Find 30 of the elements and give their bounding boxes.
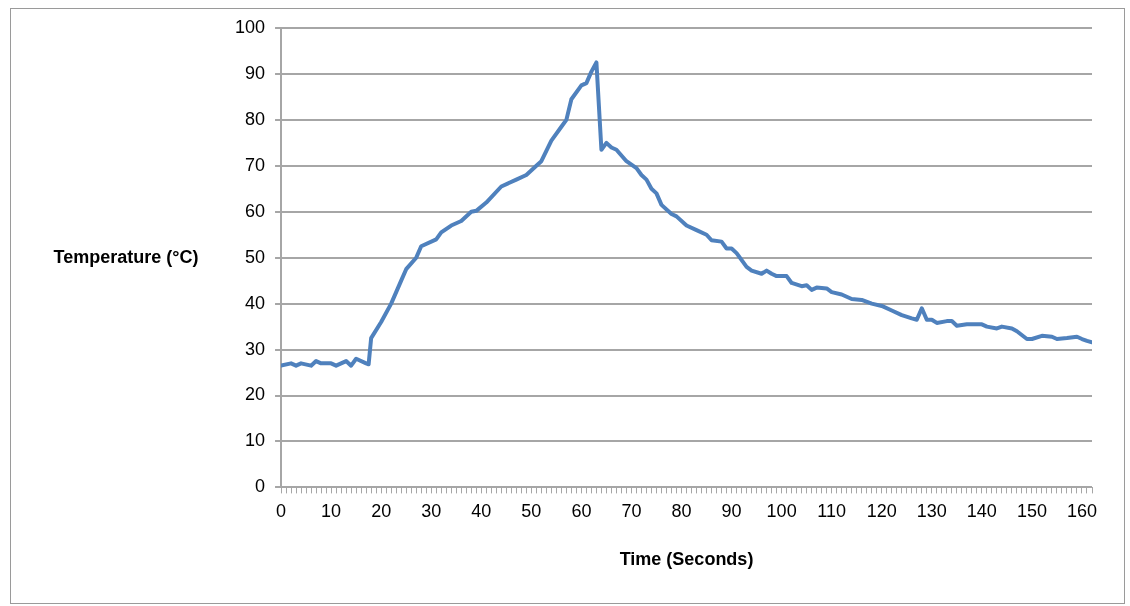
x-tick-label: 40	[471, 501, 492, 522]
y-tick-label: 60	[245, 200, 266, 221]
y-tick-label: 40	[245, 292, 266, 313]
x-tick-label: 50	[521, 501, 542, 522]
y-tick-label: 20	[245, 384, 266, 405]
x-axis-title: Time (Seconds)	[619, 548, 754, 569]
y-tick-label: 100	[234, 16, 266, 37]
x-tick-label: 70	[621, 501, 642, 522]
x-tick-label: 90	[721, 501, 742, 522]
y-tick-label: 80	[245, 108, 266, 129]
x-tick-label: 130	[916, 501, 947, 522]
y-axis-title: Temperature (°C)	[53, 246, 199, 267]
y-tick-label: 70	[245, 154, 266, 175]
x-tick-label: 10	[321, 501, 342, 522]
x-tick-label: 20	[371, 501, 392, 522]
y-tick-label: 50	[245, 246, 266, 267]
y-tick-label: 90	[245, 62, 266, 83]
x-tick-label: 140	[966, 501, 997, 522]
y-tick-label: 30	[245, 338, 266, 359]
x-tick-label: 0	[276, 501, 287, 522]
x-tick-label: 120	[866, 501, 897, 522]
x-tick-label: 60	[571, 501, 592, 522]
x-tick-label: 160	[1066, 501, 1098, 522]
x-tick-label: 100	[766, 501, 797, 522]
x-tick-label: 30	[421, 501, 442, 522]
x-tick-label: 110	[817, 501, 847, 522]
x-tick-label: 80	[671, 501, 692, 522]
y-tick-label: 0	[255, 476, 266, 497]
y-tick-label: 10	[245, 430, 266, 451]
x-tick-label: 150	[1016, 501, 1047, 522]
